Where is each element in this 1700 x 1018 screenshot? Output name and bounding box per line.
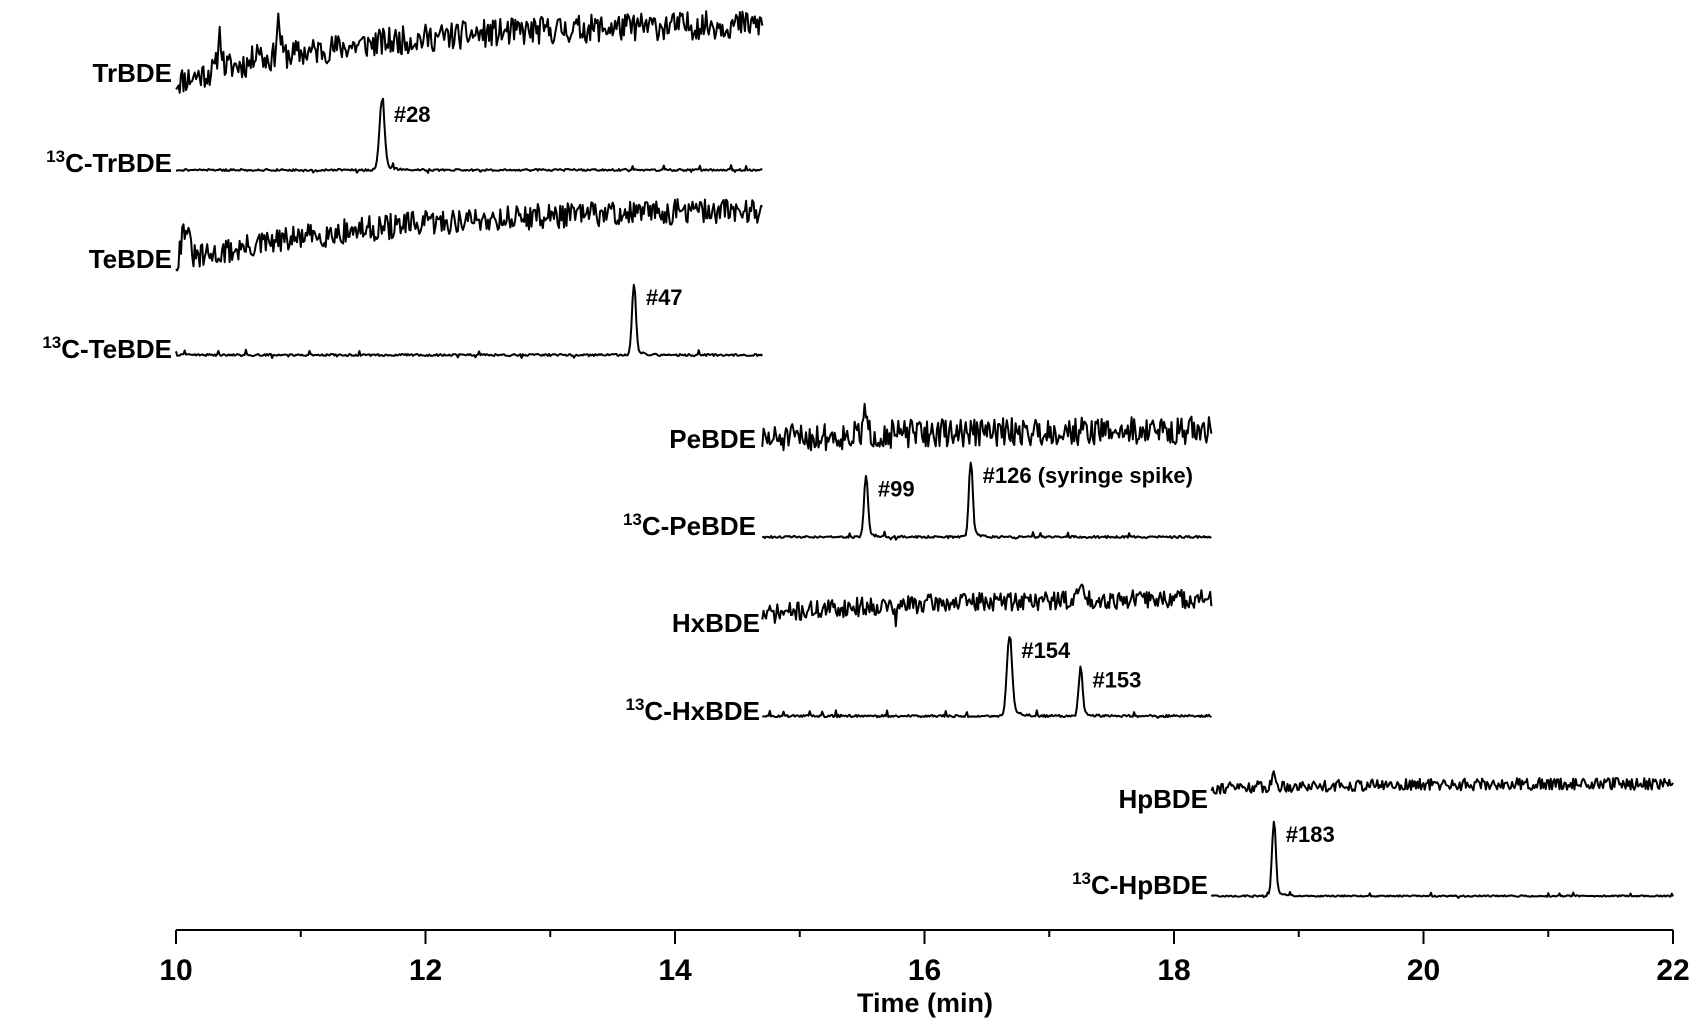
x-tick-label: 20: [1407, 954, 1440, 987]
peak-label: #99: [878, 476, 915, 501]
trace-pebde: [761, 402, 1213, 452]
trace-13c-pebde: [761, 461, 1212, 541]
peak-label: #154: [1021, 638, 1071, 663]
trace-trbde: [175, 10, 764, 94]
trace-13c-tebde: [175, 283, 764, 359]
peak-label: #153: [1092, 668, 1141, 693]
trace-hxbde: [761, 583, 1213, 628]
x-axis-ticks: 10 12 14 16 18 20 22: [159, 930, 1690, 987]
x-tick-label: 10: [159, 954, 192, 987]
trace-13c-hpbde: [1210, 820, 1674, 899]
trace-label-hxbde: HxBDE: [672, 608, 760, 638]
trace-label-13c-hpbde: 13C-HpBDE: [1072, 869, 1208, 900]
trace-label-pebde: PeBDE: [669, 424, 756, 454]
peak-label: #47: [646, 285, 683, 310]
trace-label-hpbde: HpBDE: [1118, 784, 1208, 814]
x-tick-label: 12: [409, 954, 442, 987]
trace-label-13c-pebde: 13C-PeBDE: [623, 510, 756, 541]
trace-13c-hxbde: [762, 636, 1212, 719]
x-tick-label: 22: [1656, 954, 1689, 987]
x-tick-label: 16: [908, 954, 941, 987]
trace-label-13c-tebde: 13C-TeBDE: [42, 333, 172, 364]
x-tick-label: 18: [1157, 954, 1190, 987]
trace-label-trbde: TrBDE: [93, 58, 172, 88]
peak-label: #126 (syringe spike): [983, 463, 1193, 488]
trace-tebde: [175, 198, 763, 272]
peak-label: #183: [1286, 822, 1335, 847]
trace-13c-trbde: [175, 97, 763, 174]
trace-label-13c-trbde: 13C-TrBDE: [46, 147, 172, 178]
trace-hpbde: [1210, 770, 1674, 795]
traces-group: TrBDE 13C-TrBDE #28 TeBDE 13C-TeBDE #47 PeBDE 1…: [42, 10, 1674, 900]
x-axis: 10 12 14 16 18 20 22 Time (min): [159, 929, 1690, 1018]
trace-label-13c-hxbde: 13C-HxBDE: [626, 695, 761, 726]
x-tick-label: 14: [658, 954, 692, 987]
peak-label: #28: [394, 102, 431, 127]
x-axis-title: Time (min): [857, 988, 993, 1018]
trace-label-tebde: TeBDE: [89, 244, 172, 274]
